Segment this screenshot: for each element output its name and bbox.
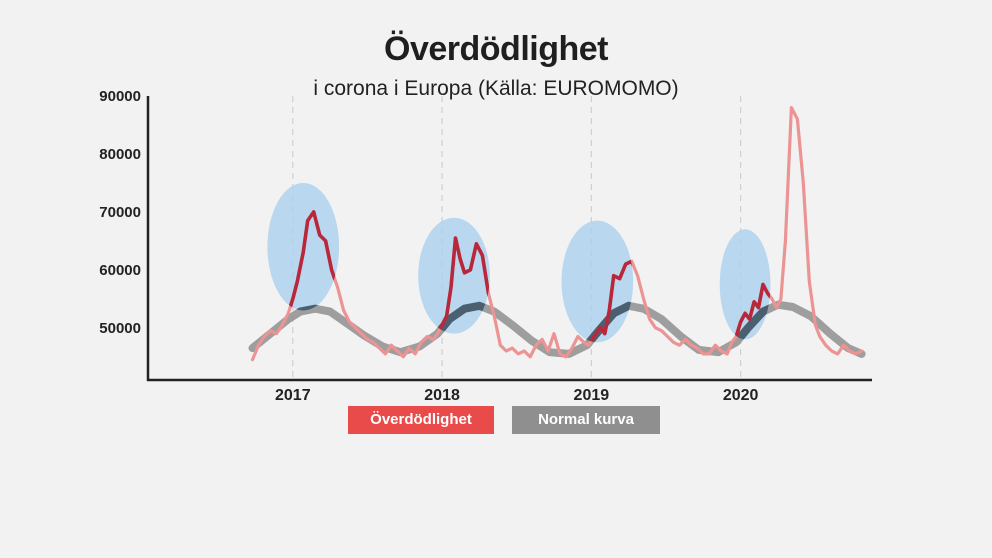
chart-title: Överdödlighet bbox=[384, 30, 608, 68]
legend-label-overdodlighet: Överdödlighet bbox=[370, 411, 472, 428]
legend-item-overdodlighet: Överdödlighet bbox=[348, 406, 494, 434]
series-overdodlighet bbox=[250, 106, 864, 362]
y-tick-label: 90000 bbox=[99, 88, 141, 105]
y-tick-label: 80000 bbox=[99, 146, 141, 163]
axes bbox=[146, 96, 872, 382]
y-tick-label: 70000 bbox=[99, 204, 141, 221]
x-tick-label: 2017 bbox=[275, 387, 311, 404]
x-tick-label: 2018 bbox=[424, 387, 460, 404]
y-tick-labels: 50000 60000 70000 80000 90000 bbox=[99, 88, 141, 337]
legend-item-normal-kurva: Normal kurva bbox=[512, 406, 660, 434]
y-tick-label: 50000 bbox=[99, 320, 141, 337]
y-tick-label: 60000 bbox=[99, 262, 141, 279]
highlight-circle-3 bbox=[561, 220, 634, 343]
x-tick-label: 2020 bbox=[723, 387, 759, 404]
legend-label-normal-kurva: Normal kurva bbox=[538, 411, 634, 428]
chart-subtitle: i corona i Europa (Källa: EUROMOMO) bbox=[313, 77, 679, 100]
x-tick-label: 2019 bbox=[574, 387, 610, 404]
x-tick-labels: 2017 2018 2019 2020 bbox=[275, 387, 759, 404]
